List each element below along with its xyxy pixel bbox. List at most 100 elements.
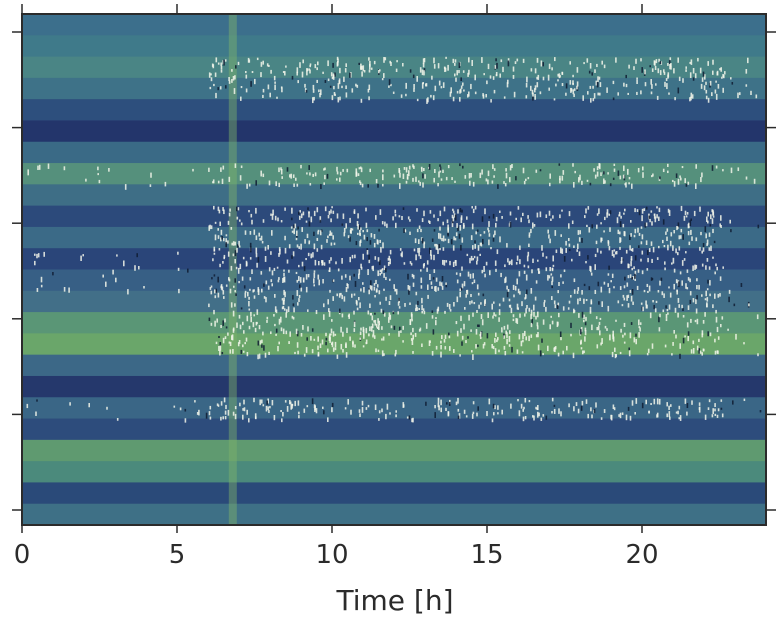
outlier-speckle: [264, 256, 267, 262]
outlier-speckle: [739, 92, 741, 96]
outlier-speckle: [506, 324, 509, 330]
outlier-speckle: [337, 268, 340, 272]
outlier-speckle: [285, 330, 288, 335]
outlier-speckle: [594, 289, 597, 294]
outlier-speckle: [488, 233, 491, 237]
outlier-speckle: [666, 228, 669, 232]
outlier-speckle: [549, 324, 551, 330]
outlier-speckle: [384, 221, 386, 227]
outlier-speckle: [639, 322, 642, 325]
outlier-speckle: [621, 304, 624, 307]
outlier-speckle: [271, 400, 274, 406]
outlier-speckle: [441, 335, 443, 340]
outlier-speckle: [609, 227, 611, 232]
outlier-speckle: [296, 230, 298, 237]
outlier-speckle: [220, 401, 223, 406]
outlier-speckle: [466, 290, 468, 294]
outlier-speckle: [305, 258, 307, 261]
outlier-speckle: [254, 78, 256, 85]
outlier-speckle: [472, 312, 474, 317]
outlier-speckle: [379, 209, 382, 215]
outlier-speckle: [525, 83, 528, 88]
outlier-speckle: [622, 334, 624, 338]
outlier-speckle: [345, 223, 347, 229]
outlier-speckle: [470, 83, 472, 90]
outlier-speckle: [530, 314, 532, 320]
outlier-speckle: [421, 82, 424, 89]
outlier-speckle: [274, 294, 276, 298]
outlier-speckle: [681, 304, 683, 309]
outlier-speckle: [323, 168, 325, 171]
outlier-speckle: [354, 344, 356, 348]
outlier-speckle: [627, 303, 630, 308]
outlier-speckle: [620, 328, 622, 333]
outlier-speckle: [271, 213, 274, 220]
outlier-speckle: [433, 229, 436, 232]
outlier-speckle: [260, 235, 263, 241]
outlier-speckle: [219, 350, 221, 356]
outlier-speckle: [261, 288, 263, 293]
outlier-speckle: [707, 331, 709, 337]
outlier-speckle: [280, 316, 282, 323]
outlier-speckle: [224, 318, 226, 323]
outlier-speckle: [351, 228, 354, 231]
outlier-speckle: [382, 336, 385, 341]
outlier-speckle: [292, 303, 295, 307]
outlier-speckle: [274, 215, 277, 221]
outlier-speckle: [306, 405, 309, 408]
outlier-speckle: [516, 318, 519, 324]
outlier-speckle: [527, 251, 530, 257]
outlier-speckle: [728, 296, 730, 303]
outlier-speckle: [278, 182, 280, 188]
outlier-speckle: [491, 418, 494, 423]
outlier-speckle: [627, 294, 630, 298]
outlier-speckle: [288, 244, 291, 249]
outlier-speckle: [524, 297, 526, 300]
outlier-speckle: [598, 208, 600, 214]
outlier-speckle: [365, 407, 368, 410]
outlier-speckle: [179, 407, 182, 411]
outlier-speckle: [334, 333, 337, 336]
outlier-speckle: [685, 215, 688, 218]
outlier-speckle: [500, 59, 503, 63]
outlier-speckle: [635, 333, 637, 337]
outlier-speckle: [732, 400, 734, 405]
outlier-speckle: [284, 235, 286, 241]
outlier-speckle: [210, 290, 213, 295]
outlier-speckle: [215, 92, 217, 99]
outlier-speckle: [402, 207, 405, 210]
outlier-speckle: [655, 83, 657, 86]
outlier-speckle: [232, 253, 235, 257]
outlier-speckle: [270, 213, 272, 216]
outlier-speckle: [598, 76, 601, 80]
outlier-speckle: [456, 279, 459, 284]
outlier-speckle: [427, 294, 429, 299]
outlier-speckle: [287, 306, 290, 313]
outlier-speckle: [227, 251, 230, 257]
outlier-speckle: [622, 294, 625, 298]
outlier-speckle: [685, 251, 687, 254]
outlier-speckle: [310, 336, 312, 341]
outlier-speckle: [238, 314, 241, 319]
outlier-speckle: [472, 354, 474, 360]
outlier-speckle: [355, 171, 358, 177]
outlier-speckle: [481, 216, 484, 222]
outlier-speckle: [520, 403, 523, 409]
outlier-speckle: [368, 69, 371, 73]
outlier-speckle: [367, 310, 370, 315]
outlier-speckle: [510, 403, 512, 409]
outlier-speckle: [470, 235, 473, 241]
outlier-speckle: [679, 175, 681, 178]
outlier-speckle: [492, 164, 494, 170]
heatmap-band: [22, 461, 766, 484]
outlier-speckle: [363, 334, 365, 339]
outlier-speckle: [714, 338, 716, 343]
outlier-speckle: [303, 408, 306, 413]
outlier-speckle: [509, 222, 512, 228]
outlier-speckle: [256, 309, 259, 315]
outlier-speckle: [362, 345, 365, 348]
outlier-speckle: [449, 346, 451, 351]
outlier-speckle: [367, 404, 370, 408]
outlier-speckle: [528, 219, 530, 224]
outlier-speckle: [650, 277, 653, 281]
